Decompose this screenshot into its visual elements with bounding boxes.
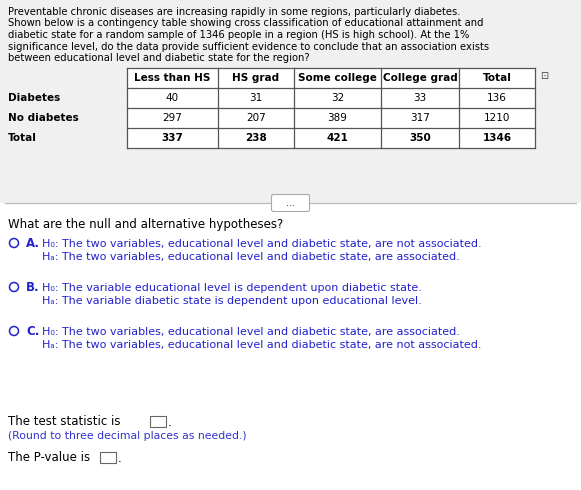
Text: 238: 238: [245, 133, 267, 143]
Text: The P-value is: The P-value is: [8, 451, 94, 464]
Text: Some college: Some college: [298, 73, 377, 83]
Text: 421: 421: [327, 133, 349, 143]
Text: significance level, do the data provide sufficient evidence to conclude that an : significance level, do the data provide …: [8, 42, 489, 51]
FancyBboxPatch shape: [127, 68, 535, 148]
Text: 136: 136: [487, 93, 507, 103]
Text: Total: Total: [8, 133, 37, 143]
Text: 31: 31: [249, 93, 263, 103]
Text: A.: A.: [26, 237, 40, 249]
Text: 317: 317: [410, 113, 430, 123]
Text: .: .: [168, 416, 172, 429]
Text: ⊡: ⊡: [540, 71, 548, 81]
Text: Total: Total: [483, 73, 511, 83]
Text: College grad: College grad: [383, 73, 457, 83]
Text: diabetic state for a random sample of 1346 people in a region (HS is high school: diabetic state for a random sample of 13…: [8, 30, 469, 40]
Text: 350: 350: [409, 133, 431, 143]
Text: 389: 389: [328, 113, 347, 123]
FancyBboxPatch shape: [100, 452, 116, 463]
Text: Diabetes: Diabetes: [8, 93, 60, 103]
Text: HS grad: HS grad: [232, 73, 279, 83]
Text: B.: B.: [26, 280, 40, 294]
Text: 207: 207: [246, 113, 266, 123]
Text: (Round to three decimal places as needed.): (Round to three decimal places as needed…: [8, 431, 246, 441]
FancyBboxPatch shape: [150, 416, 166, 427]
Text: Hₐ: The two variables, educational level and diabetic state, are not associated.: Hₐ: The two variables, educational level…: [42, 340, 482, 350]
Text: H₀: The variable educational level is dependent upon diabetic state.: H₀: The variable educational level is de…: [42, 283, 422, 293]
FancyBboxPatch shape: [271, 195, 310, 212]
Text: 32: 32: [331, 93, 344, 103]
Text: between educational level and diabetic state for the region?: between educational level and diabetic s…: [8, 53, 310, 63]
Text: The test statistic is: The test statistic is: [8, 415, 124, 428]
Text: ...: ...: [286, 198, 295, 207]
Text: Less than HS: Less than HS: [134, 73, 211, 83]
Text: What are the null and alternative hypotheses?: What are the null and alternative hypoth…: [8, 218, 284, 231]
Text: .: .: [118, 452, 122, 465]
Text: Shown below is a contingency table showing cross classification of educational a: Shown below is a contingency table showi…: [8, 19, 483, 28]
Text: H₀: The two variables, educational level and diabetic state, are not associated.: H₀: The two variables, educational level…: [42, 239, 482, 249]
Text: 297: 297: [163, 113, 182, 123]
Text: C.: C.: [26, 324, 40, 338]
Text: Preventable chronic diseases are increasing rapidly in some regions, particularl: Preventable chronic diseases are increas…: [8, 7, 461, 17]
Text: Hₐ: The two variables, educational level and diabetic state, are associated.: Hₐ: The two variables, educational level…: [42, 252, 460, 262]
Text: 40: 40: [166, 93, 179, 103]
Text: 337: 337: [162, 133, 184, 143]
Text: No diabetes: No diabetes: [8, 113, 79, 123]
Text: Hₐ: The variable diabetic state is dependent upon educational level.: Hₐ: The variable diabetic state is depen…: [42, 296, 422, 306]
Text: H₀: The two variables, educational level and diabetic state, are associated.: H₀: The two variables, educational level…: [42, 327, 460, 337]
Text: 1210: 1210: [484, 113, 510, 123]
Text: 1346: 1346: [482, 133, 511, 143]
FancyBboxPatch shape: [0, 203, 581, 490]
Text: 33: 33: [413, 93, 426, 103]
